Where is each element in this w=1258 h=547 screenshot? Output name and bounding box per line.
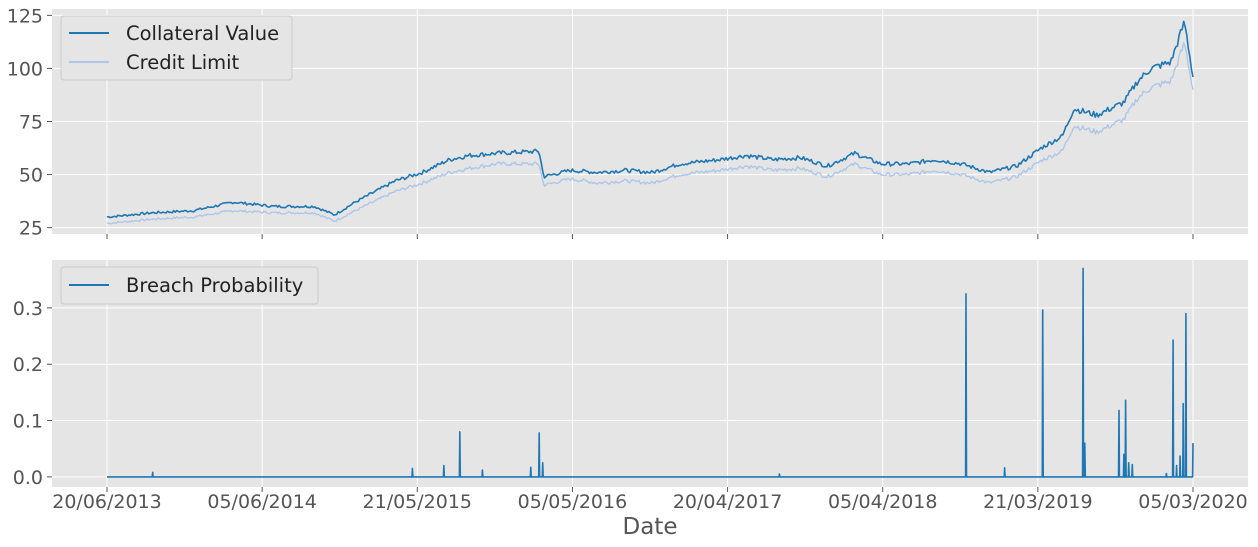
legend-label-collateral-value: Collateral Value: [126, 22, 279, 45]
x-tick-label: 05/06/2014: [207, 491, 317, 513]
series-line-breach-probability: [107, 267, 1194, 478]
bottom-y-ticks: 0.0 0.1 0.2 0.3: [13, 298, 52, 489]
bottom-y-tick-label: 0.3: [13, 298, 43, 320]
series-line-collateral-value: [106, 20, 1194, 219]
x-tick-label: 21/05/2015: [363, 491, 473, 513]
series-line-credit-limit: [106, 42, 1194, 225]
legend-label-breach-probability: Breach Probability: [126, 274, 303, 297]
bottom-series-line: [107, 267, 1194, 478]
top-x-tick-marks: [106, 234, 1194, 239]
bottom-legend: Breach Probability: [60, 266, 319, 305]
bottom-y-tick-label: 0.1: [13, 411, 43, 433]
top-series-lines: [106, 20, 1194, 225]
x-tick-label: 21/03/2019: [983, 491, 1093, 513]
x-tick-label: 05/03/2020: [1138, 491, 1248, 513]
top-y-tick-label: 100: [7, 58, 43, 80]
top-grid: [52, 9, 1248, 234]
bottom-y-tick-label: 0.0: [13, 467, 43, 489]
bottom-legend-box: [60, 266, 319, 305]
x-tick-label: 20/04/2017: [673, 491, 783, 513]
top-y-tick-label: 75: [19, 112, 43, 134]
x-tick-label: 05/04/2018: [828, 491, 938, 513]
x-tick-label: 05/05/2016: [518, 491, 628, 513]
top-y-tick-label: 25: [19, 218, 43, 240]
bottom-y-tick-label: 0.2: [13, 354, 43, 376]
top-y-tick-label: 125: [7, 5, 43, 27]
bottom-x-ticks: 20/06/2013 05/06/2014 21/05/2015 05/05/2016…: [52, 487, 1248, 513]
x-axis-title: Date: [623, 514, 678, 540]
top-legend: Collateral Value Credit Limit: [60, 15, 293, 81]
breach-probability-panel: 0.0 0.1 0.2 0.3 20/06/2013 05/06/2014 21/05/2…: [13, 260, 1248, 540]
x-tick-label: 20/06/2013: [52, 491, 162, 513]
collateral-credit-panel: 25 50 75 100 125 Collateral Value Credit Lim…: [7, 5, 1248, 240]
top-y-ticks: 25 50 75 100 125: [7, 5, 52, 240]
top-legend-box: [60, 15, 293, 81]
legend-label-credit-limit: Credit Limit: [126, 51, 240, 74]
top-y-tick-label: 50: [19, 165, 43, 187]
